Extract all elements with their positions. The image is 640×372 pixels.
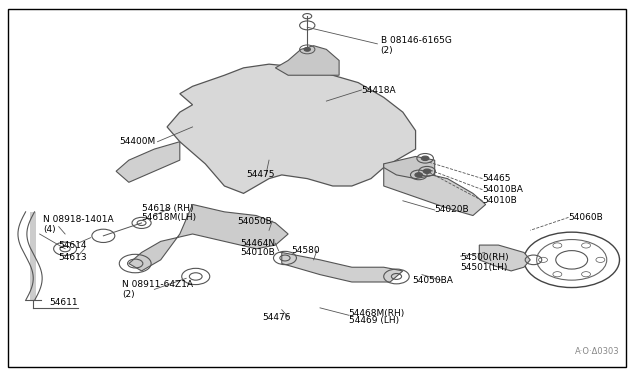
Polygon shape — [384, 157, 435, 179]
Text: 54476: 54476 — [262, 312, 291, 321]
Text: 54020B: 54020B — [435, 205, 469, 215]
Text: 54618 (RH): 54618 (RH) — [141, 203, 193, 213]
Text: 54400M: 54400M — [119, 137, 156, 146]
Text: 54469 (LH): 54469 (LH) — [349, 316, 399, 325]
Text: 54010B: 54010B — [241, 248, 275, 257]
Text: 54611: 54611 — [49, 298, 78, 307]
Circle shape — [423, 169, 431, 173]
Polygon shape — [116, 142, 180, 182]
Polygon shape — [275, 46, 339, 75]
Text: 54618M(LH): 54618M(LH) — [141, 213, 196, 222]
Text: 54613: 54613 — [59, 253, 88, 263]
Polygon shape — [479, 245, 531, 271]
Polygon shape — [384, 164, 486, 215]
Text: N 08911-64Z1A
(2): N 08911-64Z1A (2) — [122, 280, 193, 299]
Text: 54614: 54614 — [59, 241, 87, 250]
Text: B 08146-6165G
(2): B 08146-6165G (2) — [381, 36, 451, 55]
Text: 54580: 54580 — [291, 246, 320, 255]
Text: 54465: 54465 — [483, 174, 511, 183]
Text: 54500(RH): 54500(RH) — [460, 253, 509, 263]
Text: 54050B: 54050B — [237, 217, 272, 225]
Text: 54468M(RH): 54468M(RH) — [349, 309, 405, 318]
Text: 54060B: 54060B — [568, 213, 604, 222]
Text: N 08918-1401A
(4): N 08918-1401A (4) — [43, 215, 113, 234]
Polygon shape — [282, 253, 403, 282]
Text: 54501(LH): 54501(LH) — [460, 263, 508, 272]
Text: 54010BA: 54010BA — [483, 185, 524, 194]
Polygon shape — [167, 64, 415, 193]
Circle shape — [304, 48, 310, 51]
Circle shape — [415, 173, 422, 177]
Text: 54418A: 54418A — [362, 86, 396, 94]
Polygon shape — [129, 205, 288, 271]
Text: 54475: 54475 — [246, 170, 275, 179]
Text: A·O·Δ0303: A·O·Δ0303 — [575, 347, 620, 356]
Text: 54050BA: 54050BA — [412, 276, 453, 285]
Circle shape — [421, 156, 429, 161]
Text: 54010B: 54010B — [483, 196, 517, 205]
Text: 54464N: 54464N — [241, 239, 275, 248]
